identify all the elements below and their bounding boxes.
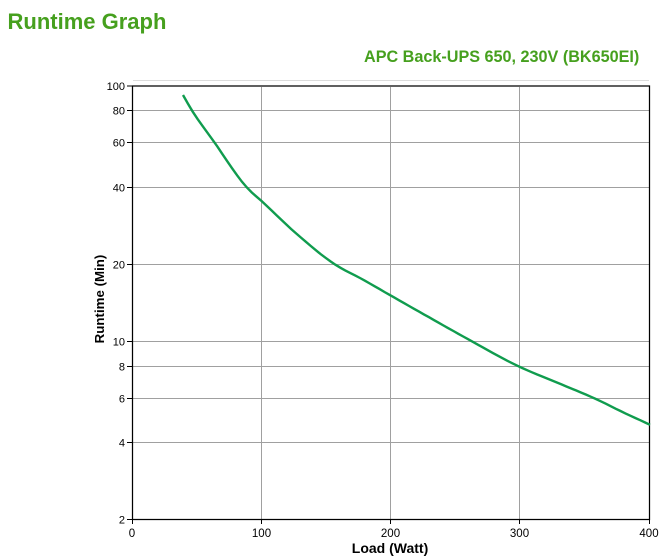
- svg-text:60: 60: [113, 138, 125, 150]
- svg-text:4: 4: [119, 438, 125, 450]
- svg-text:0: 0: [129, 528, 135, 540]
- svg-text:80: 80: [113, 106, 125, 118]
- svg-text:Runtime (Min): Runtime (Min): [92, 255, 107, 344]
- svg-text:20: 20: [113, 260, 125, 272]
- svg-text:2: 2: [119, 515, 125, 527]
- svg-text:6: 6: [119, 394, 125, 406]
- svg-text:40: 40: [113, 183, 125, 195]
- svg-text:200: 200: [381, 528, 400, 540]
- svg-text:Load (Watt): Load (Watt): [352, 540, 428, 556]
- svg-text:8: 8: [119, 362, 125, 374]
- svg-text:100: 100: [107, 81, 125, 93]
- svg-text:300: 300: [510, 528, 529, 540]
- svg-text:100: 100: [252, 528, 271, 540]
- svg-text:10: 10: [113, 337, 125, 349]
- svg-text:400: 400: [639, 528, 658, 540]
